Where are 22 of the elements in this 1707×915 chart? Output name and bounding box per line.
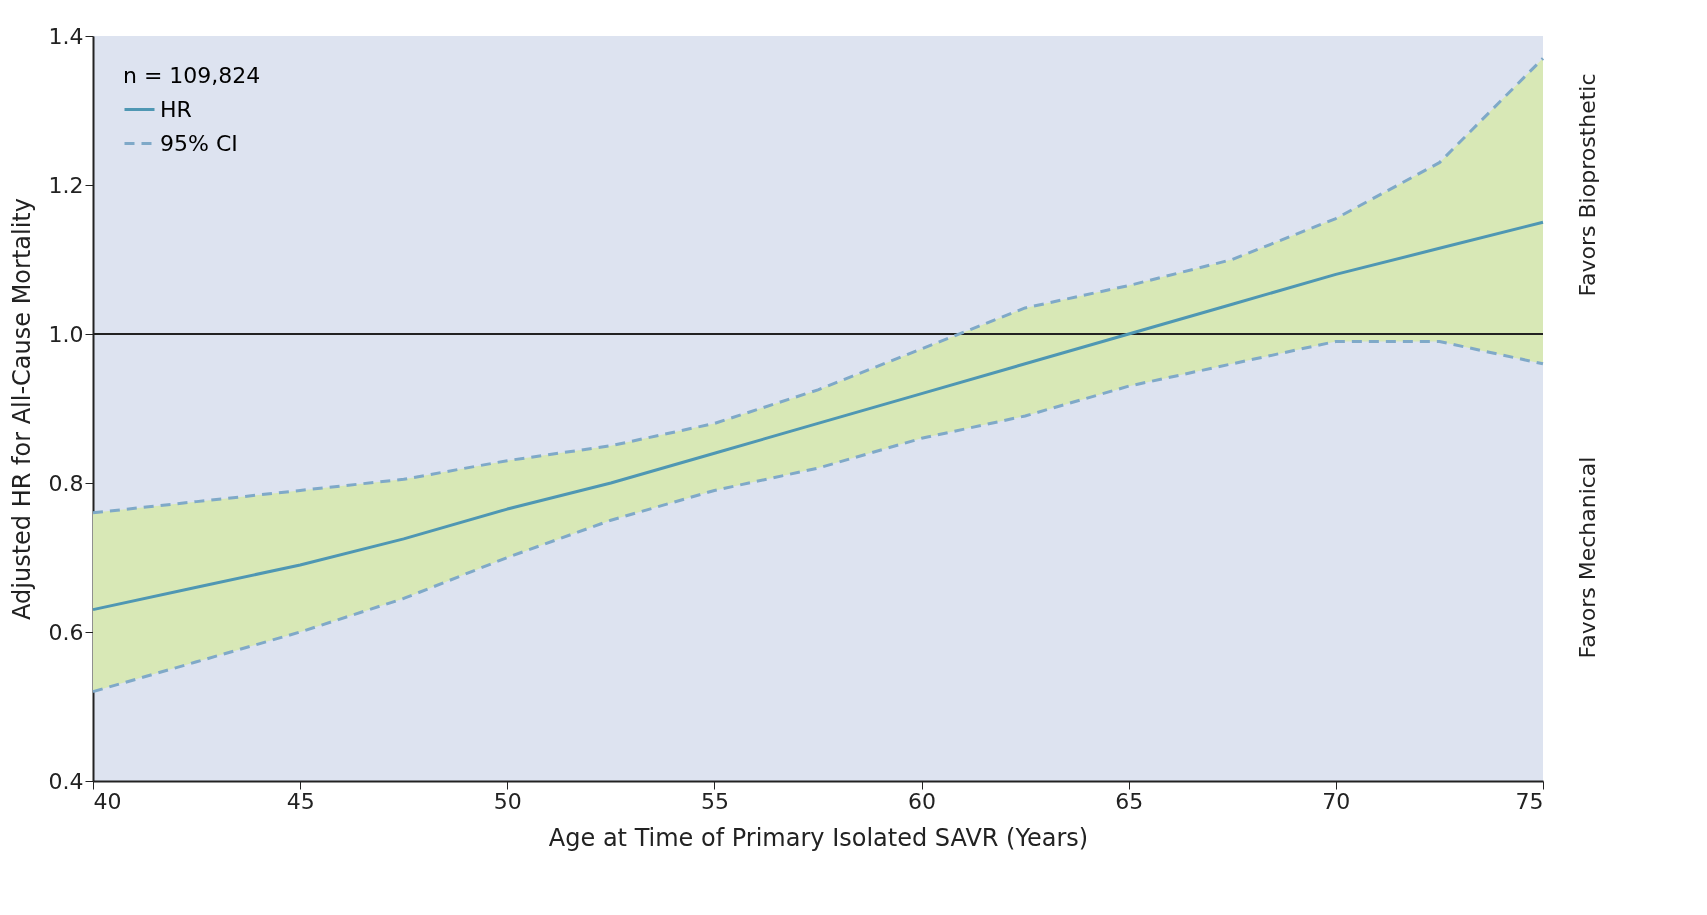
y-axis-title: Adjusted HR for All-Cause Mortality xyxy=(7,198,36,620)
y-tick-label: 0.6 xyxy=(48,619,84,645)
x-tick-label: 40 xyxy=(93,788,122,814)
x-tick-label: 55 xyxy=(700,788,729,814)
legend-label: HR xyxy=(160,96,192,122)
y-tick-label: 1.2 xyxy=(48,172,84,198)
x-tick-label: 50 xyxy=(493,788,522,814)
x-axis-title: Age at Time of Primary Isolated SAVR (Years) xyxy=(548,823,1089,852)
line-series xyxy=(91,339,1545,694)
y-tick-label: 0.8 xyxy=(48,470,84,496)
x-tick-label: 60 xyxy=(908,788,937,814)
y-tick-label: 1.0 xyxy=(48,321,84,347)
x-tick-label: 65 xyxy=(1115,788,1144,814)
x-tick-label: 45 xyxy=(286,788,315,814)
x-tick-label: 70 xyxy=(1322,788,1351,814)
text: Favors Bioprosthetic xyxy=(1575,73,1600,297)
legend-label: 95% CI xyxy=(160,130,238,156)
y-tick-label: 0.4 xyxy=(48,768,84,794)
y-tick-label: 1.4 xyxy=(48,23,84,49)
legend-title: n = 109,824 xyxy=(123,63,261,88)
x-tick-label: 75 xyxy=(1515,788,1544,814)
text: Favors Mechanical xyxy=(1575,456,1600,659)
